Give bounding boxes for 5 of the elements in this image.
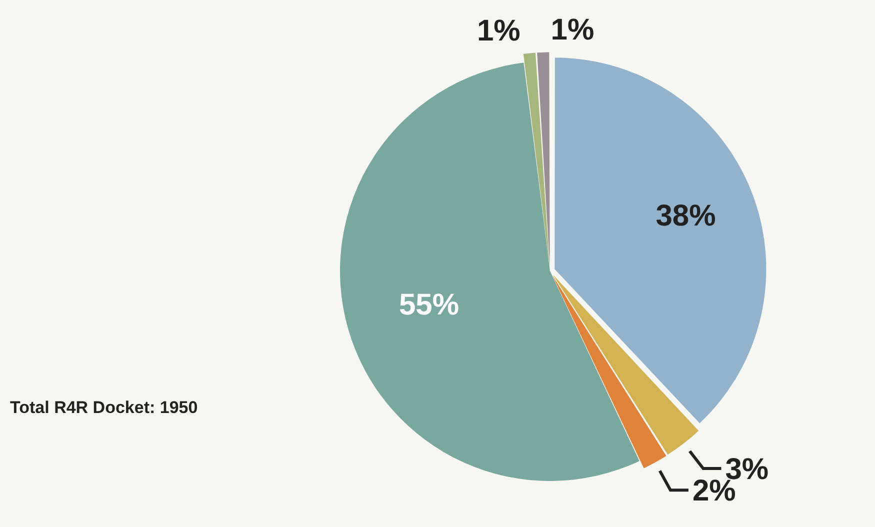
data-label: 1% <box>550 13 594 46</box>
data-label: 38% <box>656 200 716 233</box>
data-label: 55% <box>398 288 460 322</box>
data-label: 1% <box>476 14 520 48</box>
text: Total R4R Docket: 1950 <box>10 398 198 418</box>
